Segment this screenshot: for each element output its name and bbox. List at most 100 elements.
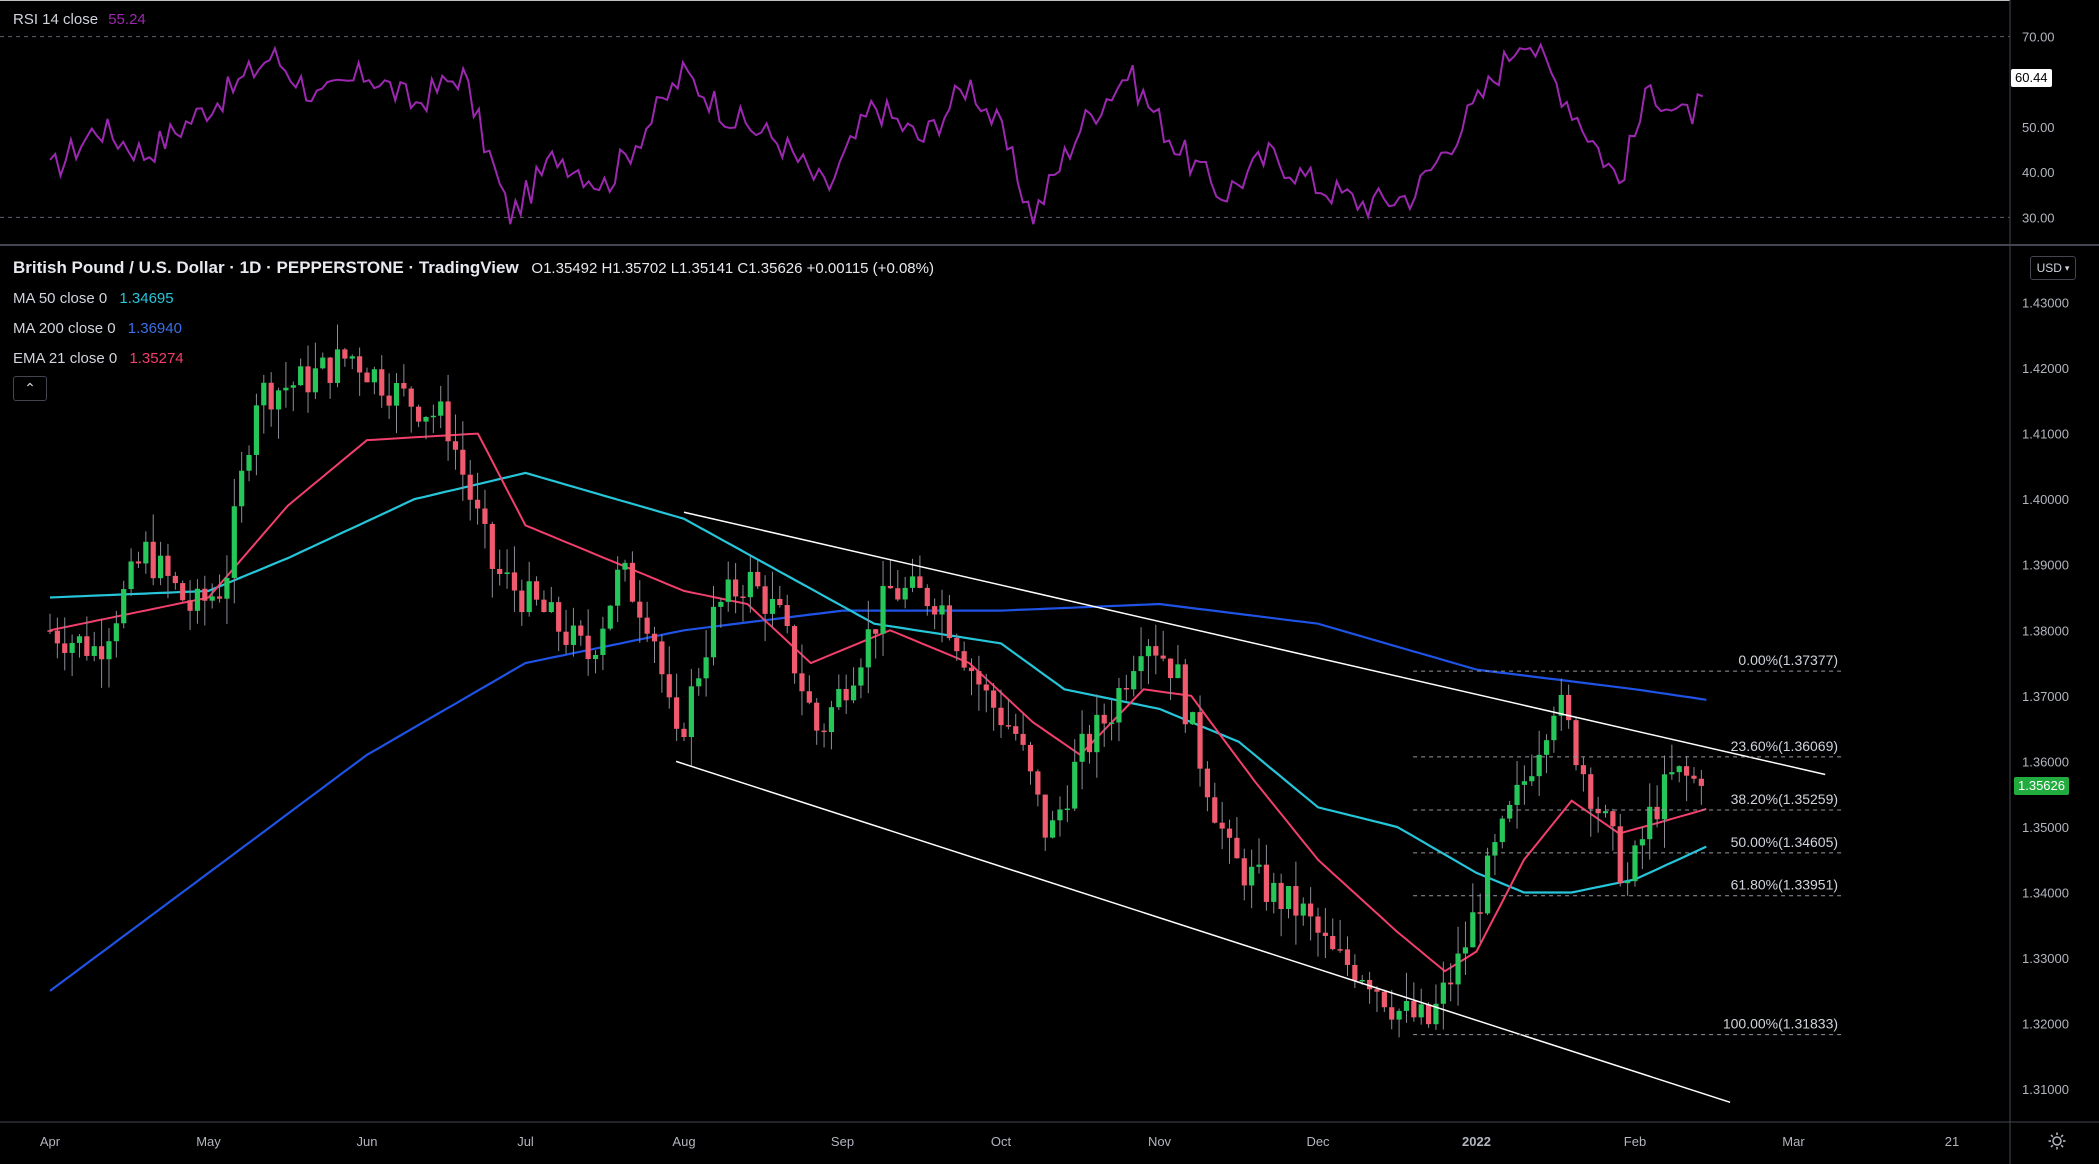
candle-up: [157, 555, 164, 579]
candle-down: [1027, 744, 1034, 772]
time-tick-label: Aug: [672, 1134, 695, 1149]
candle-up: [718, 601, 724, 607]
candle-down: [467, 474, 473, 500]
candle-up: [239, 470, 245, 507]
candle-up: [1138, 656, 1144, 672]
candle-down: [968, 667, 975, 672]
candle-down: [681, 728, 687, 738]
candle-up: [747, 571, 753, 598]
candle-up: [246, 454, 252, 471]
candle-up: [1462, 947, 1469, 954]
candle-up: [1455, 953, 1461, 985]
candle-down: [1566, 694, 1572, 721]
candle-up: [1190, 712, 1196, 725]
collapse-legend-button[interactable]: ⌃: [13, 376, 47, 401]
candle-down: [1448, 982, 1454, 985]
candle-down: [843, 688, 849, 701]
candle-up: [850, 685, 857, 701]
candle-down: [1337, 949, 1343, 951]
candle-up: [902, 587, 908, 600]
candle-up: [1529, 776, 1535, 782]
candle-up: [1249, 866, 1255, 886]
candle-down: [445, 401, 451, 442]
candle-down: [924, 587, 930, 607]
candle-down: [1263, 864, 1269, 902]
candle-up: [1050, 820, 1056, 838]
candle-down: [1167, 658, 1174, 679]
candle-up: [371, 369, 377, 383]
candle-up: [320, 357, 326, 369]
candle-down: [1477, 912, 1483, 914]
candle-down: [150, 541, 156, 579]
candle-down: [873, 629, 879, 634]
candle-down: [1411, 1000, 1417, 1018]
candle-down: [364, 372, 370, 383]
currency-button[interactable]: USD ▾: [2030, 256, 2076, 280]
candle-up: [1131, 671, 1137, 690]
candle-down: [814, 702, 820, 731]
legend-ma50[interactable]: MA 50 close 0 1.34695: [13, 290, 174, 307]
candle-down: [821, 730, 827, 733]
legend-ma200[interactable]: MA 200 close 0 1.36940: [13, 320, 182, 337]
price-tick-label: 1.39000: [2022, 558, 2069, 573]
candle-down: [1086, 733, 1093, 753]
candle-down: [1595, 808, 1601, 814]
candle-up: [1602, 811, 1609, 814]
candle-down: [416, 406, 422, 422]
candle-down: [268, 382, 274, 410]
candle-down: [172, 575, 178, 584]
ma200-value: 1.36940: [127, 320, 182, 337]
rsi-tick-label: 40.00: [2022, 165, 2055, 180]
ohlc-readout: O1.35492 H1.35702 L1.35141 C1.35626 +0.0…: [531, 260, 934, 277]
candle-down: [1212, 797, 1218, 823]
candle-down: [556, 602, 562, 632]
candle-down: [1308, 903, 1314, 917]
candle-up: [128, 561, 134, 590]
price-tick-label: 1.42000: [2022, 361, 2069, 376]
candle-down: [482, 508, 488, 524]
candle-up: [1256, 864, 1262, 867]
candle-up: [836, 688, 842, 708]
price-tick-label: 1.33000: [2022, 951, 2069, 966]
price-tick-label: 1.36000: [2022, 754, 2069, 769]
candle-up: [91, 646, 97, 656]
candle-down: [1042, 794, 1048, 838]
candle-up: [858, 667, 864, 686]
candle-down: [1013, 726, 1019, 734]
legend-ema21[interactable]: EMA 21 close 0 1.35274: [13, 350, 184, 367]
last-price-value: 1.35626: [2018, 777, 2065, 793]
candle-up: [275, 390, 282, 410]
candle-up: [143, 541, 149, 564]
candle-up: [1676, 766, 1682, 773]
channel-lower-line: [675, 760, 1731, 1104]
candle-up: [1300, 903, 1306, 916]
candle-up: [298, 366, 304, 386]
candle-up: [688, 686, 694, 738]
candle-down: [917, 576, 923, 588]
chart-settings-button[interactable]: [2044, 1128, 2070, 1154]
candle-up: [865, 629, 871, 668]
candle-down: [1315, 916, 1321, 933]
time-tick-label: Dec: [1306, 1134, 1330, 1149]
candle-down: [216, 596, 223, 599]
candle-down: [1654, 806, 1660, 820]
candle-down: [1322, 932, 1328, 936]
candle-up: [880, 585, 886, 634]
fib-level-label: 23.60%(1.36069): [1731, 738, 1838, 754]
candle-down: [533, 581, 540, 600]
candle-up: [1543, 740, 1550, 755]
price-tick-label: 1.37000: [2022, 689, 2069, 704]
rsi-level-value: 60.44: [2015, 70, 2048, 85]
ma200-line: [49, 602, 1707, 992]
ma200-label: MA 200 close 0: [13, 320, 116, 337]
candle-down: [84, 636, 90, 656]
ema21-line: [49, 432, 1707, 973]
candle-down: [578, 625, 584, 636]
candle-up: [121, 589, 127, 624]
candle-up: [1064, 808, 1070, 811]
candle-up: [1057, 809, 1063, 821]
candle-down: [1197, 712, 1203, 769]
candle-up: [592, 654, 599, 660]
candle-down: [799, 673, 805, 692]
